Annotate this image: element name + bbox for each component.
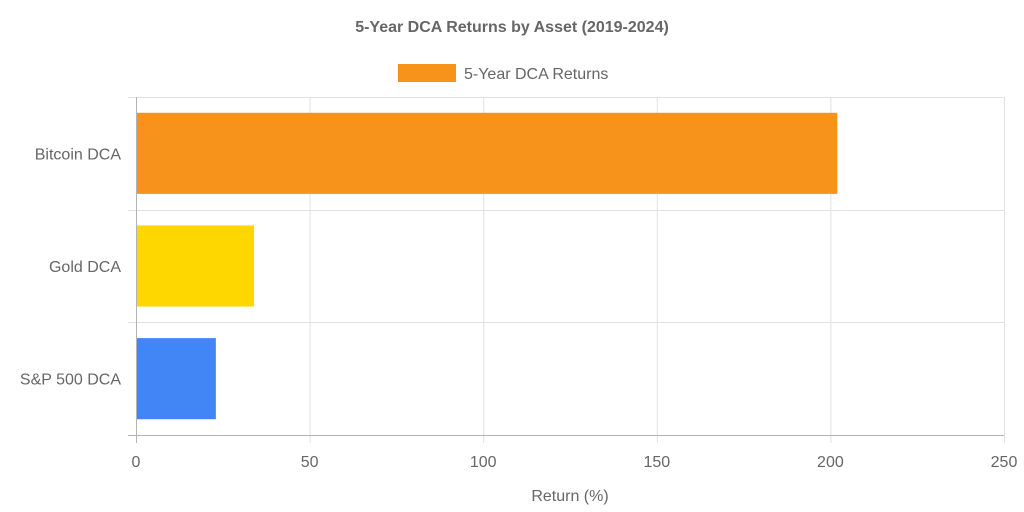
x-tick-label: 150	[643, 454, 670, 471]
y-tick-label: S&P 500 DCA	[20, 372, 121, 389]
bars	[136, 112, 838, 420]
x-axis-title: Return (%)	[531, 488, 608, 505]
bar-bitcoin-dca[interactable]	[136, 112, 838, 194]
x-tick-label: 250	[991, 454, 1018, 471]
legend-label: 5-Year DCA Returns	[464, 66, 608, 83]
bar-s-p-500-dca[interactable]	[136, 338, 216, 420]
x-tick-label: 100	[470, 454, 497, 471]
y-tick-label: Bitcoin DCA	[35, 146, 122, 163]
x-tick-label: 50	[301, 454, 319, 471]
y-tick-label: Gold DCA	[49, 259, 121, 276]
chart-title: 5-Year DCA Returns by Asset (2019-2024)	[355, 19, 669, 36]
bar-gold-dca[interactable]	[136, 225, 255, 307]
x-tick-label: 0	[132, 454, 141, 471]
axes	[128, 97, 1004, 443]
legend[interactable]: 5-Year DCA Returns	[398, 64, 608, 83]
legend-swatch	[398, 64, 456, 82]
x-tick-labels: 0 50 100 150 200 250	[132, 454, 1018, 471]
y-tick-labels: Bitcoin DCA Gold DCA S&P 500 DCA	[20, 146, 121, 388]
x-tick-label: 200	[817, 454, 844, 471]
